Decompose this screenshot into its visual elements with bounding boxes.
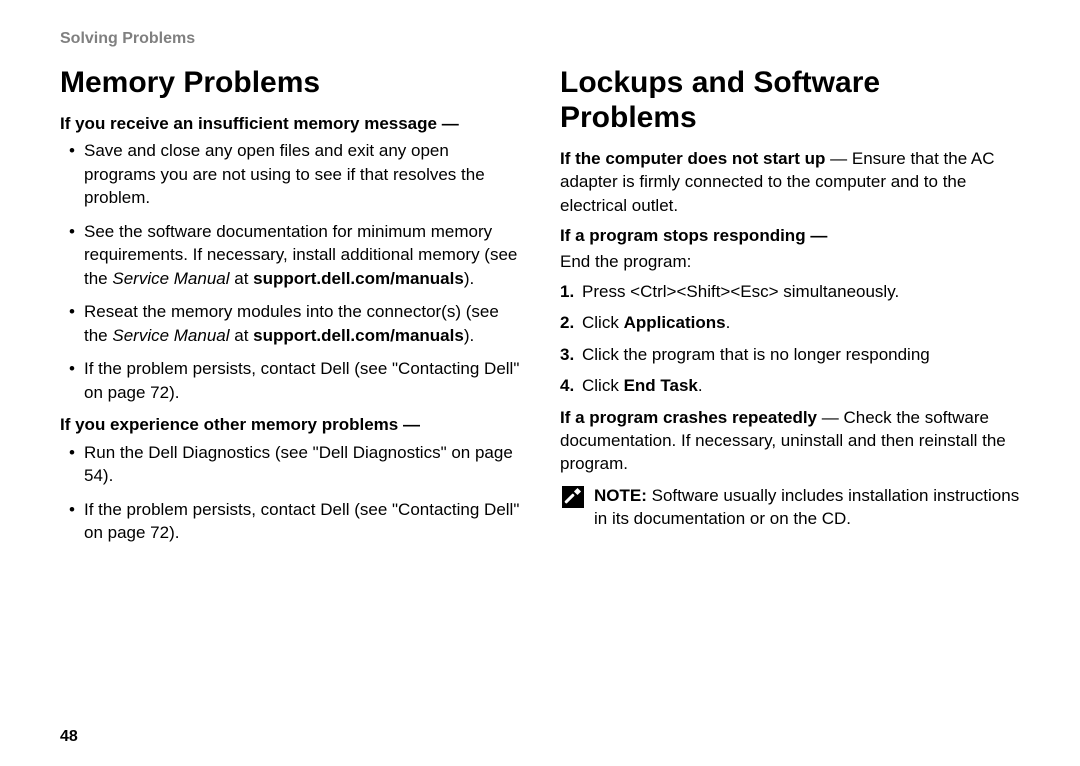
section-header: Solving Problems (60, 30, 1020, 48)
applications-label: Applications (624, 313, 726, 332)
step-text: . (698, 376, 703, 395)
service-manual-ref: Service Manual (112, 326, 229, 345)
subhead-other-memory: If you experience other memory problems … (60, 414, 520, 437)
subhead-insufficient-memory: If you receive an insufficient memory me… (60, 113, 520, 136)
bullet-text: Run the Dell Diagnostics (see "Dell Diag… (84, 443, 513, 485)
note-label: NOTE: (594, 486, 647, 505)
step-text: Click (582, 313, 624, 332)
step-item: 3.Click the program that is no longer re… (582, 343, 1020, 366)
right-column: Lockups and Software Problems If the com… (560, 66, 1020, 555)
support-url: support.dell.com/manuals (253, 269, 464, 288)
para-no-startup: If the computer does not start up — Ensu… (560, 147, 1020, 217)
step-number: 4. (560, 374, 574, 397)
bullet-text: Save and close any open files and exit a… (84, 141, 485, 207)
left-column: Memory Problems If you receive an insuff… (60, 66, 520, 555)
step-number: 2. (560, 311, 574, 334)
dash: — (806, 226, 828, 245)
bullet-text: at (230, 269, 254, 288)
bullet-item: Save and close any open files and exit a… (84, 139, 520, 209)
bullet-text: If the problem persists, contact Dell (s… (84, 500, 519, 542)
step-text: . (726, 313, 731, 332)
bullet-item: If the problem persists, contact Dell (s… (84, 498, 520, 545)
bullet-text: ). (464, 326, 474, 345)
note-body: Software usually includes installation i… (594, 486, 1019, 528)
bullet-item: See the software documentation for minim… (84, 220, 520, 290)
bullet-text: If the problem persists, contact Dell (s… (84, 359, 519, 401)
service-manual-ref: Service Manual (112, 269, 229, 288)
bullet-item: Reseat the memory modules into the conne… (84, 300, 520, 347)
subhead-text: If a program stops responding (560, 226, 806, 245)
step-list: 1. Press <Ctrl><Shift><Esc> simultaneousl… (560, 280, 1020, 398)
step-item: 1.Press <Ctrl><Shift><Esc> simultaneousl… (582, 280, 1020, 303)
step-text: Click (582, 376, 624, 395)
subhead-text: If you receive an insufficient memory me… (60, 114, 437, 133)
note-icon (562, 486, 584, 508)
support-url: support.dell.com/manuals (253, 326, 464, 345)
step-text: Click the program that is no longer resp… (582, 345, 930, 364)
page-number: 48 (60, 728, 78, 746)
end-program-text: End the program: (560, 250, 1020, 273)
subhead-text: If you experience other memory problems (60, 415, 398, 434)
note-block: NOTE: Software usually includes installa… (560, 484, 1020, 531)
para-crashes: If a program crashes repeatedly — Check … (560, 406, 1020, 476)
subhead-stops-responding: If a program stops responding — (560, 225, 1020, 248)
bullet-text: at (230, 326, 254, 345)
para-lead: If a program crashes repeatedly (560, 408, 817, 427)
bullet-item: If the problem persists, contact Dell (s… (84, 357, 520, 404)
content-columns: Memory Problems If you receive an insuff… (60, 66, 1020, 555)
step-item: 2.Click Applications. (582, 311, 1020, 334)
bullet-text: ). (464, 269, 474, 288)
bullet-item: Run the Dell Diagnostics (see "Dell Diag… (84, 441, 520, 488)
step-number: 1. (560, 280, 574, 303)
step-number: 3. (560, 343, 574, 366)
para-lead: If the computer does not start up (560, 149, 825, 168)
step-text: Press <Ctrl><Shift><Esc> simultaneously. (582, 282, 899, 301)
step-item: 4.Click End Task. (582, 374, 1020, 397)
bullet-list-2: Run the Dell Diagnostics (see "Dell Diag… (60, 441, 520, 545)
right-title: Lockups and Software Problems (560, 66, 1020, 135)
end-task-label: End Task (624, 376, 698, 395)
note-text: NOTE: Software usually includes installa… (594, 484, 1020, 531)
left-title: Memory Problems (60, 66, 520, 101)
bullet-list-1: Save and close any open files and exit a… (60, 139, 520, 404)
